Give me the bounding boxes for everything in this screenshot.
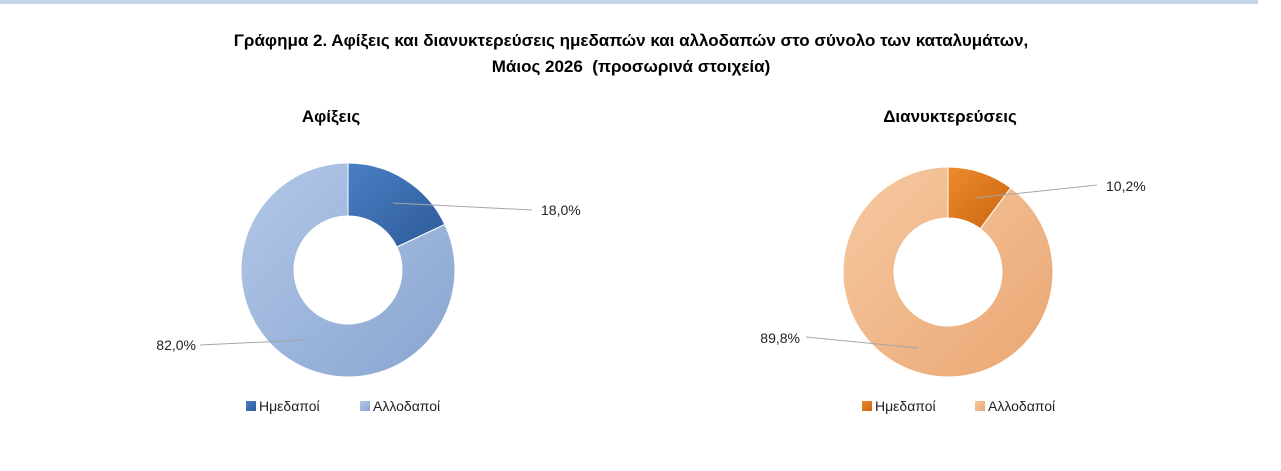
donut-slice-domestic <box>347 162 446 248</box>
legend-label-domestic: Ημεδαποί <box>875 398 936 414</box>
data-label-domestic: 18,0% <box>541 202 581 218</box>
chart-overnight-stays: Διανυκτερεύσεις 10,2% 89,8% Ημεδαποί Αλλ… <box>760 107 1145 414</box>
page-title-line-2: Μάιος 2026 (προσωρινά στοιχεία) <box>491 57 771 76</box>
legend-label-foreign: Αλλοδαποί <box>988 398 1055 414</box>
page-title-line-1: Γράφημα 2. Αφίξεις και διανυκτερεύσεις η… <box>233 31 1029 50</box>
legend-label-domestic: Ημεδαποί <box>259 398 320 414</box>
chart-title-arrivals: Αφίξεις <box>302 107 361 126</box>
legend-swatch-domestic <box>862 401 872 411</box>
leader-line-domestic <box>392 202 533 211</box>
data-label-foreign: 82,0% <box>156 337 196 353</box>
data-label-foreign: 89,8% <box>760 330 800 346</box>
donut-slice-foreign <box>842 166 1054 378</box>
legend-arrivals: Ημεδαποί Αλλοδαποί <box>246 398 440 414</box>
page-title: Γράφημα 2. Αφίξεις και διανυκτερεύσεις η… <box>0 28 1262 80</box>
legend-swatch-foreign <box>975 401 985 411</box>
legend-label-foreign: Αλλοδαποί <box>373 398 440 414</box>
legend-swatch-foreign <box>360 401 370 411</box>
legend-swatch-domestic <box>246 401 256 411</box>
chart-title-overnight-stays: Διανυκτερεύσεις <box>883 107 1017 126</box>
leader-line-foreign <box>199 339 307 346</box>
leader-line-foreign <box>805 336 919 349</box>
leader-line-domestic <box>974 184 1098 199</box>
legend-overnight-stays: Ημεδαποί Αλλοδαποί <box>862 398 1055 414</box>
data-label-domestic: 10,2% <box>1106 178 1146 194</box>
donut-slice-foreign <box>240 162 456 378</box>
chart-arrivals: Αφίξεις 18,0% 82,0% Ημεδαποί Αλλοδαποί <box>156 107 580 414</box>
top-rule <box>0 0 1258 4</box>
